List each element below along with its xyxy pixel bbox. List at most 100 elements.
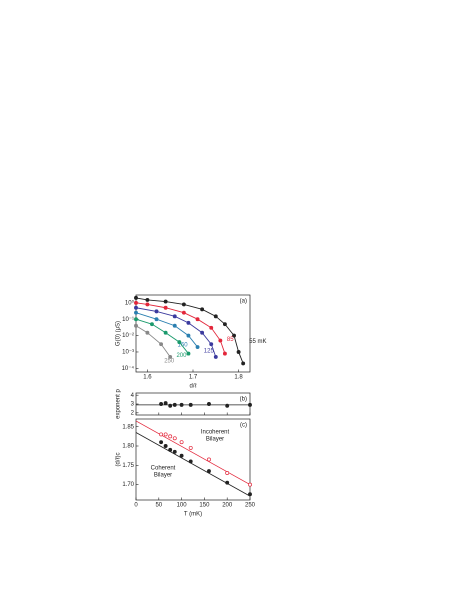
y-tick-label: 2 (131, 410, 135, 416)
x-tick-label: 250 (245, 503, 256, 509)
data-point (186, 351, 191, 356)
data-point (207, 402, 211, 406)
x-tick-label: 0 (134, 503, 138, 509)
series-label: 250 (164, 358, 175, 364)
data-point (168, 354, 173, 359)
y-tick-label: 1.85 (122, 424, 134, 430)
data-point (134, 300, 138, 305)
data-point (225, 471, 230, 475)
data-point (163, 299, 168, 304)
data-point (181, 310, 186, 315)
data-point (248, 402, 252, 407)
data-point (248, 492, 252, 497)
y-tick-label: 1.70 (122, 482, 134, 488)
data-point (145, 302, 150, 307)
data-point (168, 434, 173, 439)
data-point (225, 480, 230, 485)
curve (135, 302, 226, 354)
data-point (163, 305, 168, 310)
data-point (172, 402, 177, 407)
data-point (134, 317, 138, 322)
series-label: 85 (227, 337, 234, 343)
data-point (179, 453, 184, 458)
data-point (172, 314, 177, 319)
data-point (172, 436, 177, 441)
data-point (172, 323, 177, 328)
data-point (232, 333, 236, 338)
data-point (241, 361, 246, 366)
x-axis-label: T (mK) (184, 512, 202, 518)
y-tick-label: 10⁻³ (122, 350, 134, 356)
y-tick-label: 10⁰ (125, 299, 135, 306)
data-point (168, 403, 173, 408)
data-point (134, 305, 138, 310)
data-point (195, 317, 200, 322)
series-label: 160 (178, 343, 189, 349)
data-point (248, 482, 252, 487)
data-point (134, 323, 138, 328)
data-point (163, 444, 168, 448)
x-tick-label: 200 (222, 503, 233, 509)
data-point (188, 459, 193, 464)
data-point (163, 330, 168, 335)
data-point (222, 322, 227, 327)
data-point (186, 320, 191, 325)
x-tick-label: 150 (199, 503, 210, 509)
data-point (145, 330, 150, 335)
data-point (218, 338, 223, 343)
y-axis-label: G(0) (μS) (116, 321, 122, 346)
plot-frame (135, 418, 251, 501)
data-point (222, 351, 227, 356)
data-point (207, 457, 211, 462)
data-point (163, 432, 168, 437)
y-tick-label: 3 (131, 402, 135, 408)
fit-line (135, 420, 251, 485)
x-tick-label: 1.6 (143, 375, 152, 381)
panel-label: (c) (240, 423, 247, 429)
x-axis-label: d/ℓ (190, 383, 197, 390)
data-point (209, 342, 214, 347)
data-point (159, 432, 164, 437)
curve (135, 312, 198, 348)
data-point (186, 333, 191, 338)
y-tick-label: 10⁻² (122, 333, 134, 339)
panel-label: (a) (240, 299, 247, 305)
y-tick-label: 4 (131, 393, 135, 399)
data-point (179, 440, 184, 445)
data-point (213, 314, 218, 319)
data-point (154, 317, 159, 322)
data-point (179, 402, 184, 407)
y-axis-label: exponent p (116, 388, 122, 418)
data-point (134, 295, 138, 300)
x-tick-label: 100 (177, 503, 188, 509)
fit-line (135, 432, 251, 497)
series-label: 125 (204, 348, 215, 354)
y-axis-label: (d/ℓ)c (115, 453, 122, 467)
data-point (172, 449, 177, 454)
x-tick-label: 50 (155, 503, 162, 509)
data-point (154, 309, 159, 314)
data-point (134, 310, 138, 315)
data-point (168, 447, 173, 452)
series-label: 200 (176, 353, 187, 359)
plot-frame (135, 392, 251, 416)
curve (135, 325, 171, 358)
annotation: Bilayer (154, 473, 172, 479)
data-point (159, 402, 164, 406)
y-tick-label: 1.75 (122, 463, 134, 469)
data-point (200, 307, 205, 312)
data-point (213, 354, 218, 359)
y-tick-label: 10⁻¹ (122, 317, 134, 323)
annotation: Incoherent (201, 430, 230, 436)
data-point (177, 340, 182, 345)
annotation: Coherent (151, 466, 176, 472)
data-point (188, 445, 193, 450)
data-point (207, 469, 211, 474)
data-point (159, 440, 164, 445)
data-point (150, 322, 154, 327)
y-tick-label: 1.80 (122, 444, 134, 450)
data-point (181, 302, 186, 307)
x-tick-label: 1.8 (234, 375, 243, 381)
y-tick-label: 10⁻⁴ (122, 365, 135, 372)
